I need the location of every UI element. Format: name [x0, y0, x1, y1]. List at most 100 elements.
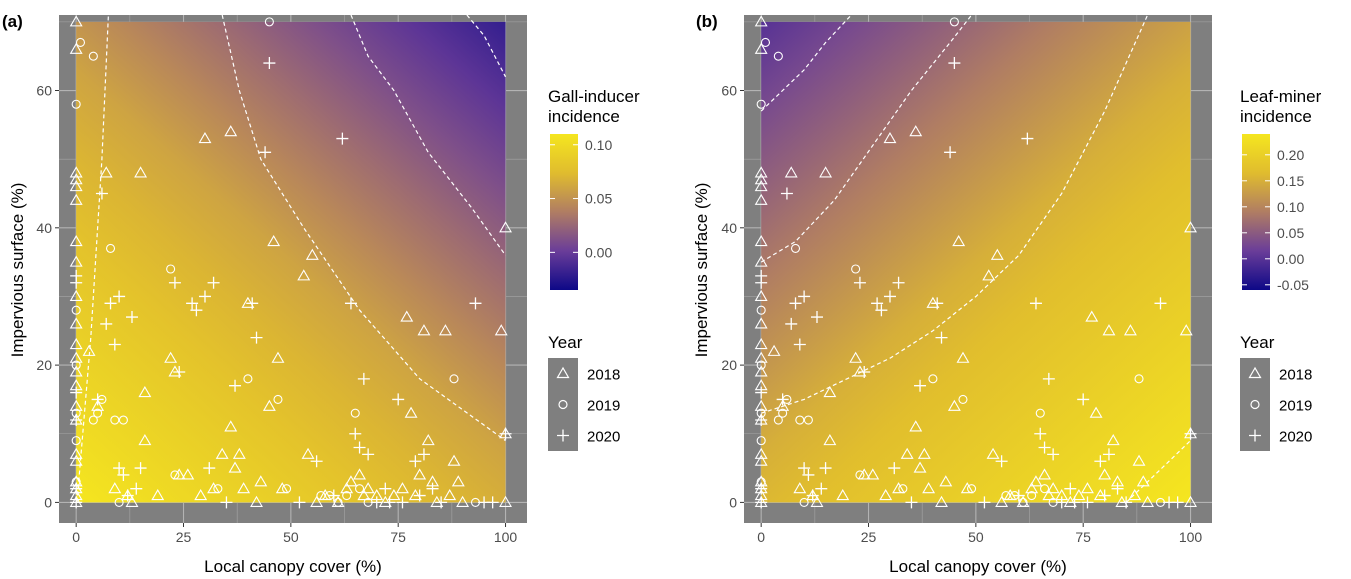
point-2018-triangle [956, 351, 970, 363]
point-2018-triangle [754, 42, 768, 54]
point-2018-triangle [909, 420, 923, 432]
point-2020-plus [70, 386, 83, 399]
point-2020-plus [1094, 455, 1107, 468]
panel-b-heatmap-surface [761, 21, 1191, 503]
x-tick-label: 75 [390, 529, 406, 545]
point-2019-circle [93, 408, 103, 418]
point-2019-circle [1001, 490, 1011, 501]
point-2018-triangle [400, 310, 414, 322]
contour-line [1125, 440, 1191, 503]
point-2020-plus [755, 482, 768, 495]
panel-b-contours [760, 14, 1191, 503]
point-2018-triangle [69, 289, 83, 302]
point-2018-triangle [69, 234, 83, 247]
point-2020-plus [190, 304, 203, 317]
point-2018-triangle [305, 248, 319, 260]
point-2018-triangle [866, 468, 880, 480]
point-2018-triangle [69, 351, 83, 363]
point-2020-plus [121, 489, 134, 502]
point-2018-triangle [1029, 475, 1043, 487]
y-tick-label: 20 [36, 357, 52, 373]
panel-b-y-axis-title: Impervious surface (%) [692, 183, 711, 358]
point-2018-triangle [857, 468, 871, 480]
x-tick-label: 75 [1075, 529, 1091, 545]
point-2020-plus [310, 455, 323, 468]
point-2019-circle [803, 415, 813, 425]
x-tick-label: 50 [283, 529, 299, 545]
y-tick-label: 40 [36, 220, 52, 236]
point-2018-triangle [982, 269, 996, 281]
y-tick-label: 40 [721, 220, 737, 236]
colorbar-tick-label: 0.15 [1277, 173, 1304, 189]
point-2018-triangle [754, 180, 768, 192]
panel-a-heatmap-surface [76, 21, 506, 503]
point-2018-triangle [1025, 482, 1039, 494]
legend-triangle-icon [556, 366, 570, 379]
point-2018-triangle [138, 385, 152, 398]
contour-line [466, 14, 507, 78]
point-2020-plus [396, 496, 409, 509]
point-2019-circle [282, 484, 292, 494]
point-2020-plus [793, 338, 806, 351]
legend-plus-icon [1249, 429, 1261, 442]
point-2018-triangle [1081, 482, 1094, 494]
point-2020-plus [125, 311, 138, 324]
point-2020-plus [853, 276, 866, 289]
point-2018-triangle [892, 482, 906, 494]
x-tick-label: 0 [72, 529, 80, 545]
point-2018-triangle [310, 495, 324, 507]
contour-line [76, 14, 109, 503]
point-2018-triangle [1046, 482, 1060, 494]
point-2018-triangle [232, 447, 246, 459]
point-2018-triangle [909, 125, 923, 137]
point-2018-triangle [1179, 324, 1193, 336]
point-2020-plus [70, 482, 83, 495]
point-2019-circle [342, 490, 352, 501]
point-2020-plus [392, 393, 405, 406]
colorbar-tick-label: 0.10 [1277, 199, 1304, 215]
point-2020-plus [100, 317, 113, 330]
point-2018-triangle [754, 447, 768, 459]
colorbar-gradient [1242, 134, 1270, 290]
point-2020-plus [70, 496, 83, 509]
point-2018-triangle [99, 166, 113, 178]
point-2020-plus [871, 297, 884, 310]
point-2018-triangle [754, 289, 768, 302]
panel-b-legend: Year 2018 2019 2020 [1240, 333, 1312, 451]
point-2018-triangle [767, 344, 781, 356]
point-2020-plus [888, 462, 901, 475]
point-2020-plus [1120, 496, 1133, 509]
point-2020-plus [207, 276, 220, 289]
point-2020-plus [113, 462, 126, 475]
point-2019-circle [88, 51, 98, 61]
point-2018-triangle [275, 482, 289, 494]
point-2018-triangle [198, 131, 212, 144]
point-2020-plus [486, 496, 499, 509]
point-2020-plus [755, 496, 768, 509]
point-2020-plus [1081, 496, 1094, 509]
point-2018-triangle [754, 166, 768, 178]
x-tick-label: 100 [1179, 529, 1203, 545]
point-2020-plus [780, 187, 793, 200]
panel-b-ticks: 0 25 50 75 100 0 20 40 60 [721, 83, 1202, 545]
point-2018-triangle [754, 337, 768, 350]
point-2018-triangle [194, 488, 208, 501]
point-2020-plus [995, 455, 1008, 468]
point-2020-plus [108, 338, 121, 351]
point-2019-circle [898, 484, 908, 494]
point-2019-circle [855, 470, 865, 480]
point-2020-plus [858, 365, 871, 378]
point-2018-triangle [947, 399, 961, 411]
point-2018-triangle [913, 461, 927, 473]
point-2020-plus [70, 414, 83, 427]
point-2019-circle [105, 243, 116, 253]
point-2020-plus [70, 276, 83, 289]
point-2019-circle [71, 99, 81, 109]
point-2019-circle [350, 408, 360, 418]
point-2019-circle [790, 243, 801, 253]
point-2020-plus [353, 441, 366, 454]
point-2018-triangle [960, 482, 974, 494]
point-2019-circle [778, 408, 788, 418]
panel-b-colorbar: Leaf-miner incidence 0.20 0.15 0.10 0.05 0.00… [1240, 87, 1322, 293]
